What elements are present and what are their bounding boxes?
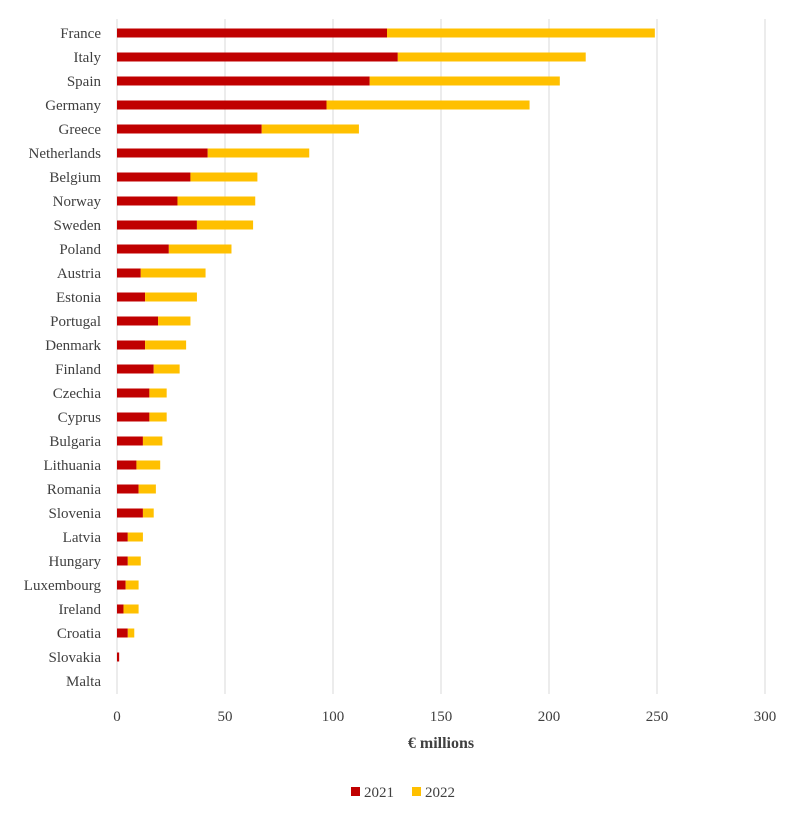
x-tick-labels: 0 50 100 150 200 250 300 — [113, 709, 776, 725]
bar-poland-2022 — [168, 244, 232, 254]
bar-estonia-2021 — [117, 292, 146, 302]
bar-france-2022 — [387, 28, 655, 38]
bar-hungary-2022 — [127, 556, 141, 566]
bar-france-2021 — [117, 28, 387, 38]
bar-bulgaria-2021 — [117, 436, 143, 446]
bar-cyprus-2021 — [117, 412, 150, 422]
category-label-croatia: Croatia — [57, 626, 101, 642]
bar-slovenia-2021 — [117, 508, 143, 518]
bar-austria-2021 — [117, 268, 141, 278]
category-label-malta: Malta — [66, 674, 101, 690]
category-labels: France Italy Spain Germany Greece Netherlands… — [24, 26, 102, 690]
bar-hungary-2021 — [117, 556, 128, 566]
category-label-spain: Spain — [67, 74, 102, 90]
legend-swatch-2021 — [351, 787, 360, 796]
bar-belgium-2021 — [117, 172, 191, 182]
bar-lithuania-2021 — [117, 460, 137, 470]
legend: 2021 2022 — [351, 785, 455, 801]
bar-spain-2021 — [117, 76, 370, 86]
bar-netherlands-2022 — [207, 148, 310, 158]
bar-finland-2022 — [153, 364, 180, 374]
category-label-ireland: Ireland — [59, 602, 102, 618]
bar-portugal-2022 — [158, 316, 191, 326]
bar-romania-2022 — [138, 484, 156, 494]
bar-slovakia-2021 — [117, 652, 120, 662]
category-label-sweden: Sweden — [54, 218, 102, 234]
x-tick-label-100: 100 — [322, 709, 345, 725]
x-tick-label-200: 200 — [538, 709, 561, 725]
bar-ireland-2021 — [117, 604, 124, 614]
bar-germany-2021 — [117, 100, 327, 110]
bar-latvia-2021 — [117, 532, 128, 542]
gridlines — [116, 19, 766, 694]
category-label-hungary: Hungary — [49, 554, 102, 570]
bar-croatia-2021 — [117, 628, 128, 638]
bar-norway-2021 — [117, 196, 178, 206]
x-tick-label-250: 250 — [646, 709, 669, 725]
bar-italy-2021 — [117, 52, 398, 62]
category-label-lithuania: Lithuania — [44, 458, 102, 474]
category-label-finland: Finland — [55, 362, 101, 378]
bar-greece-2022 — [261, 124, 359, 134]
bars — [117, 28, 655, 662]
bar-denmark-2021 — [117, 340, 146, 350]
category-label-bulgaria: Bulgaria — [49, 434, 101, 450]
bar-sweden-2022 — [196, 220, 254, 230]
bar-lithuania-2022 — [136, 460, 161, 470]
x-tick-label-0: 0 — [113, 709, 121, 725]
x-tick-label-150: 150 — [430, 709, 453, 725]
bar-austria-2022 — [140, 268, 206, 278]
bar-slovenia-2022 — [142, 508, 154, 518]
bar-bulgaria-2022 — [142, 436, 163, 446]
category-label-netherlands: Netherlands — [29, 146, 102, 162]
category-label-slovakia: Slovakia — [49, 650, 102, 666]
bar-romania-2021 — [117, 484, 139, 494]
legend-label-2022: 2022 — [425, 785, 455, 801]
category-label-belgium: Belgium — [49, 170, 101, 186]
category-label-latvia: Latvia — [63, 530, 102, 546]
category-label-czechia: Czechia — [53, 386, 102, 402]
bar-poland-2021 — [117, 244, 169, 254]
bar-finland-2021 — [117, 364, 154, 374]
category-label-poland: Poland — [59, 242, 101, 258]
category-label-austria: Austria — [57, 266, 102, 282]
bar-luxembourg-2021 — [117, 580, 126, 590]
bar-belgium-2022 — [190, 172, 258, 182]
category-label-romania: Romania — [47, 482, 101, 498]
category-label-slovenia: Slovenia — [49, 506, 102, 522]
x-tick-label-300: 300 — [754, 709, 777, 725]
bar-denmark-2022 — [145, 340, 187, 350]
bar-greece-2021 — [117, 124, 262, 134]
category-label-norway: Norway — [53, 194, 102, 210]
legend-label-2021: 2021 — [364, 785, 394, 801]
bar-spain-2022 — [369, 76, 560, 86]
bar-sweden-2021 — [117, 220, 197, 230]
x-tick-label-50: 50 — [218, 709, 233, 725]
legend-swatch-2022 — [412, 787, 421, 796]
category-label-greece: Greece — [59, 122, 102, 138]
category-label-estonia: Estonia — [56, 290, 101, 306]
x-axis-title: € millions — [408, 735, 474, 752]
bar-croatia-2022 — [127, 628, 135, 638]
bar-norway-2022 — [177, 196, 256, 206]
category-label-luxembourg: Luxembourg — [24, 578, 102, 594]
bar-cyprus-2022 — [149, 412, 167, 422]
category-label-denmark: Denmark — [45, 338, 101, 354]
bar-ireland-2022 — [123, 604, 139, 614]
category-label-italy: Italy — [74, 50, 102, 66]
bar-czechia-2021 — [117, 388, 150, 398]
bar-germany-2022 — [326, 100, 530, 110]
category-label-france: France — [60, 26, 101, 42]
bar-luxembourg-2022 — [125, 580, 139, 590]
bar-czechia-2022 — [149, 388, 167, 398]
bar-italy-2022 — [397, 52, 586, 62]
category-label-portugal: Portugal — [50, 314, 101, 330]
bar-portugal-2021 — [117, 316, 159, 326]
bar-netherlands-2021 — [117, 148, 208, 158]
bar-latvia-2022 — [127, 532, 143, 542]
bar-estonia-2022 — [145, 292, 197, 302]
category-label-cyprus: Cyprus — [58, 410, 102, 426]
category-label-germany: Germany — [45, 98, 101, 114]
